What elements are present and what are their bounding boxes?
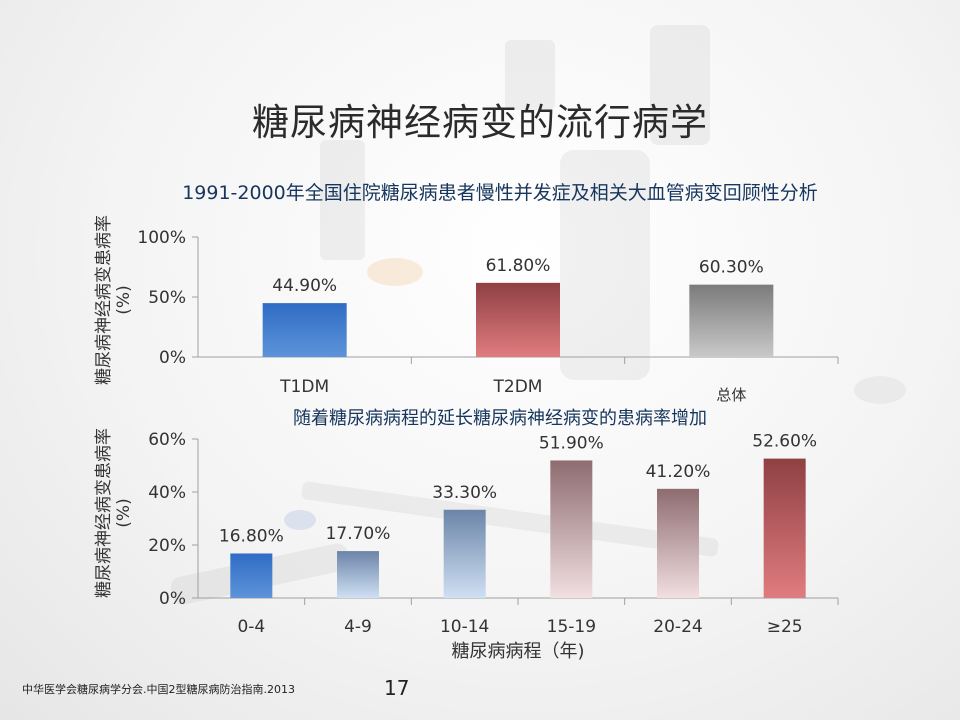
x-category-label: 0-4 [237, 617, 265, 637]
x-category-label: T2DM [493, 377, 543, 397]
bar-10-14 [443, 509, 486, 598]
x-category-label: 10-14 [440, 617, 489, 637]
chart1: 0% 50% 100% 44.90% T1DM 61.80% T2DM 60.30% 总体 [137, 228, 839, 404]
chart2: 0% 20% 40% 60% 16.80% 0-4 17.70% 4-9 33.30% 10-14… [148, 430, 839, 662]
x-category-label: ≥25 [767, 617, 803, 637]
chart2-x-axis-label: 糖尿病病程（年) [451, 641, 584, 662]
x-category-label: 20-24 [653, 617, 702, 637]
bar-0-4 [230, 553, 273, 598]
x-category-label: T1DM [279, 377, 329, 397]
data-label: 51.90% [539, 433, 604, 453]
y-tick-label: 50% [148, 288, 186, 308]
data-label: 33.30% [432, 483, 497, 503]
data-label: 60.30% [699, 258, 764, 278]
source-citation: 中华医学会糖尿病学分会.中国2型糖尿病防治指南.2013 [22, 683, 295, 696]
bar-总体 [689, 284, 774, 357]
chart2-title: 随着糖尿病病程的延长糖尿病神经病变的患病率增加 [293, 408, 707, 429]
y-tick-label: 60% [148, 430, 186, 450]
bar-20-24 [657, 488, 699, 598]
data-label: 41.20% [646, 462, 711, 482]
chart1-title: 1991-2000年全国住院糖尿病患者慢性并发症及相关大血管病变回顾性分析 [182, 182, 818, 204]
y-tick-label: 0% [159, 589, 186, 609]
y-tick-label: 20% [148, 536, 186, 556]
data-label: 61.80% [486, 256, 551, 276]
y-tick-label: 0% [159, 348, 186, 368]
data-label: 52.60% [752, 432, 817, 452]
bar-T2DM [476, 282, 560, 357]
x-category-label: 总体 [716, 386, 746, 404]
data-label: 17.70% [326, 524, 391, 544]
y-tick-label: 100% [137, 228, 186, 248]
y-tick-label: 40% [148, 483, 186, 503]
data-label: 16.80% [219, 526, 284, 546]
x-category-label: 15-19 [547, 617, 596, 637]
bar-T1DM [262, 303, 347, 357]
slide-title: 糖尿病神经病变的流行病学 [252, 101, 708, 144]
bar-4-9 [337, 551, 379, 598]
bar-≥25 [763, 458, 806, 598]
bar-15-19 [550, 460, 593, 598]
page-number: 17 [384, 676, 410, 700]
x-category-label: 4-9 [344, 617, 372, 637]
data-label: 44.90% [272, 276, 337, 296]
